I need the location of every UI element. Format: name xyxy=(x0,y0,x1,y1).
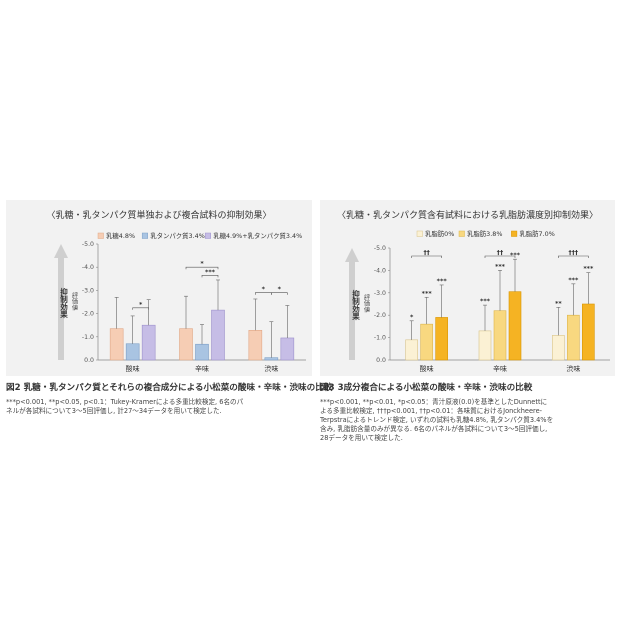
note-line: ネルが各試料について3～5回評価し, 計27～34データを用いて検定した. xyxy=(6,407,312,416)
bar xyxy=(509,292,521,360)
y-tick-label: -2.0 xyxy=(82,311,94,318)
bar-chart-svg: 抑制効果 評価値 -5.0 -4.0 -3.0 -2.0 -1.0 0.0 乳糖4.8% 乳タンパ… xyxy=(6,200,312,376)
y-tick-label: -1.0 xyxy=(82,334,94,341)
legend-swatch xyxy=(511,231,517,237)
significance-stars: * xyxy=(410,313,414,321)
bar xyxy=(582,304,594,360)
note-line: ***p<0.001, **p<0.05, p<0.1：Tukey-Kramer… xyxy=(6,398,312,407)
bar xyxy=(180,329,193,360)
trend-label: ††† xyxy=(569,249,579,257)
bar xyxy=(281,338,294,360)
significance-stars: *** xyxy=(510,251,521,259)
y-tick-label: -1.0 xyxy=(374,335,386,342)
legend-label: 乳脂肪0% xyxy=(425,229,454,238)
significance-label: * xyxy=(262,285,266,293)
bar xyxy=(494,311,506,360)
trend-label: †† xyxy=(497,249,503,257)
figure-3: 〈乳糖・乳タンパク質含有試料における乳脂肪濃度別抑制効果〉 抑制効果 評価値 -5.… xyxy=(320,200,615,460)
y-tick-label: 0.0 xyxy=(376,357,386,364)
chart-background: 〈乳糖・乳タンパク質単独および複合試料の抑制効果〉 抑制効果 評価値 -5.0 -4.… xyxy=(6,200,312,376)
significance-stars: *** xyxy=(480,297,491,305)
legend-swatch xyxy=(98,233,104,239)
significance-stars: *** xyxy=(583,265,594,273)
bar xyxy=(406,340,418,360)
legend-swatch xyxy=(459,231,465,237)
significance-label: *** xyxy=(205,268,216,276)
bar xyxy=(567,315,579,360)
category-label: 酸味 xyxy=(126,364,140,373)
bar xyxy=(479,331,491,360)
y-tick-label: -3.0 xyxy=(374,290,386,297)
significance-label: * xyxy=(139,300,143,308)
legend-label: 乳糖4.9%+乳タンパク質3.4% xyxy=(213,231,302,240)
note-line: Terpstraによるトレンド検定, いずれの試料も乳糖4.8%, 乳タンパク質… xyxy=(320,416,615,425)
figure-note: ***p<0.001, **p<0.01, *p<0.05：青汁原液(0.0)を… xyxy=(320,398,615,443)
y-axis-sublabel: 評価値 xyxy=(71,291,78,311)
bar xyxy=(212,310,225,360)
bar xyxy=(436,317,448,360)
category-label: 渋味 xyxy=(264,364,278,373)
y-tick-label: -5.0 xyxy=(82,241,94,248)
significance-stars: ** xyxy=(555,299,562,307)
y-tick-label: 0.0 xyxy=(84,357,94,364)
legend-label: 乳糖4.8% xyxy=(106,231,135,240)
bar xyxy=(249,330,262,360)
chart-background: 〈乳糖・乳タンパク質含有試料における乳脂肪濃度別抑制効果〉 抑制効果 評価値 -5.… xyxy=(320,200,615,376)
y-tick-label: -4.0 xyxy=(374,267,386,274)
significance-stars: *** xyxy=(422,289,433,297)
significance-stars: *** xyxy=(495,262,506,270)
y-tick-label: -4.0 xyxy=(82,264,94,271)
y-tick-label: -3.0 xyxy=(82,287,94,294)
category-label: 辛味 xyxy=(195,364,209,373)
legend-swatch xyxy=(142,233,148,239)
note-line: ***p<0.001, **p<0.01, *p<0.05：青汁原液(0.0)を… xyxy=(320,398,615,407)
significance-label: * xyxy=(278,285,282,293)
bar xyxy=(196,344,209,360)
significance-stars: *** xyxy=(568,276,579,284)
category-label: 酸味 xyxy=(420,364,434,373)
legend-label: 乳脂肪7.0% xyxy=(519,229,554,238)
category-label: 辛味 xyxy=(493,364,507,373)
y-tick-label: -5.0 xyxy=(374,245,386,252)
category-label: 渋味 xyxy=(566,364,580,373)
figure-note: ***p<0.001, **p<0.05, p<0.1：Tukey-Kramer… xyxy=(6,398,312,416)
y-axis-label: 抑制効果 xyxy=(351,289,360,322)
legend-swatch xyxy=(417,231,423,237)
bar xyxy=(126,344,139,360)
figure-caption: 図3 3成分複合による小松菜の酸味・辛味・渋味の比較 xyxy=(320,381,615,393)
y-tick-label: -2.0 xyxy=(374,312,386,319)
y-axis-label: 抑制効果 xyxy=(59,287,68,320)
figure-2: 〈乳糖・乳タンパク質単独および複合試料の抑制効果〉 抑制効果 評価値 -5.0 -4.… xyxy=(6,200,312,460)
bar-chart-svg: 抑制効果 評価値 -5.0 -4.0 -3.0 -2.0 -1.0 0.0 乳脂肪0% 乳脂肪3.… xyxy=(320,200,615,376)
figure-caption: 図2 乳糖・乳タンパク質とそれらの複合成分による小松菜の酸味・辛味・渋味の比較 xyxy=(6,381,312,393)
bar xyxy=(552,335,564,360)
note-line: 含み, 乳脂肪含量のみが異なる. 6名のパネルが各試料について3～5回評価し, xyxy=(320,425,615,434)
significance-label: * xyxy=(200,260,204,268)
bar xyxy=(142,325,155,360)
bar xyxy=(421,324,433,360)
legend-label: 乳脂肪3.8% xyxy=(467,229,502,238)
legend-swatch xyxy=(205,233,211,239)
significance-stars: *** xyxy=(437,277,448,285)
bar xyxy=(265,358,278,360)
trend-label: †† xyxy=(423,249,429,257)
bar xyxy=(110,329,123,360)
note-line: よる多重比較検定, †††p<0.001, ††p<0.01：各味質におけるJo… xyxy=(320,407,615,416)
note-line: 28データを用いて検定した. xyxy=(320,434,615,443)
legend-label: 乳タンパク質3.4% xyxy=(150,231,205,240)
y-axis-sublabel: 評価値 xyxy=(363,293,370,313)
